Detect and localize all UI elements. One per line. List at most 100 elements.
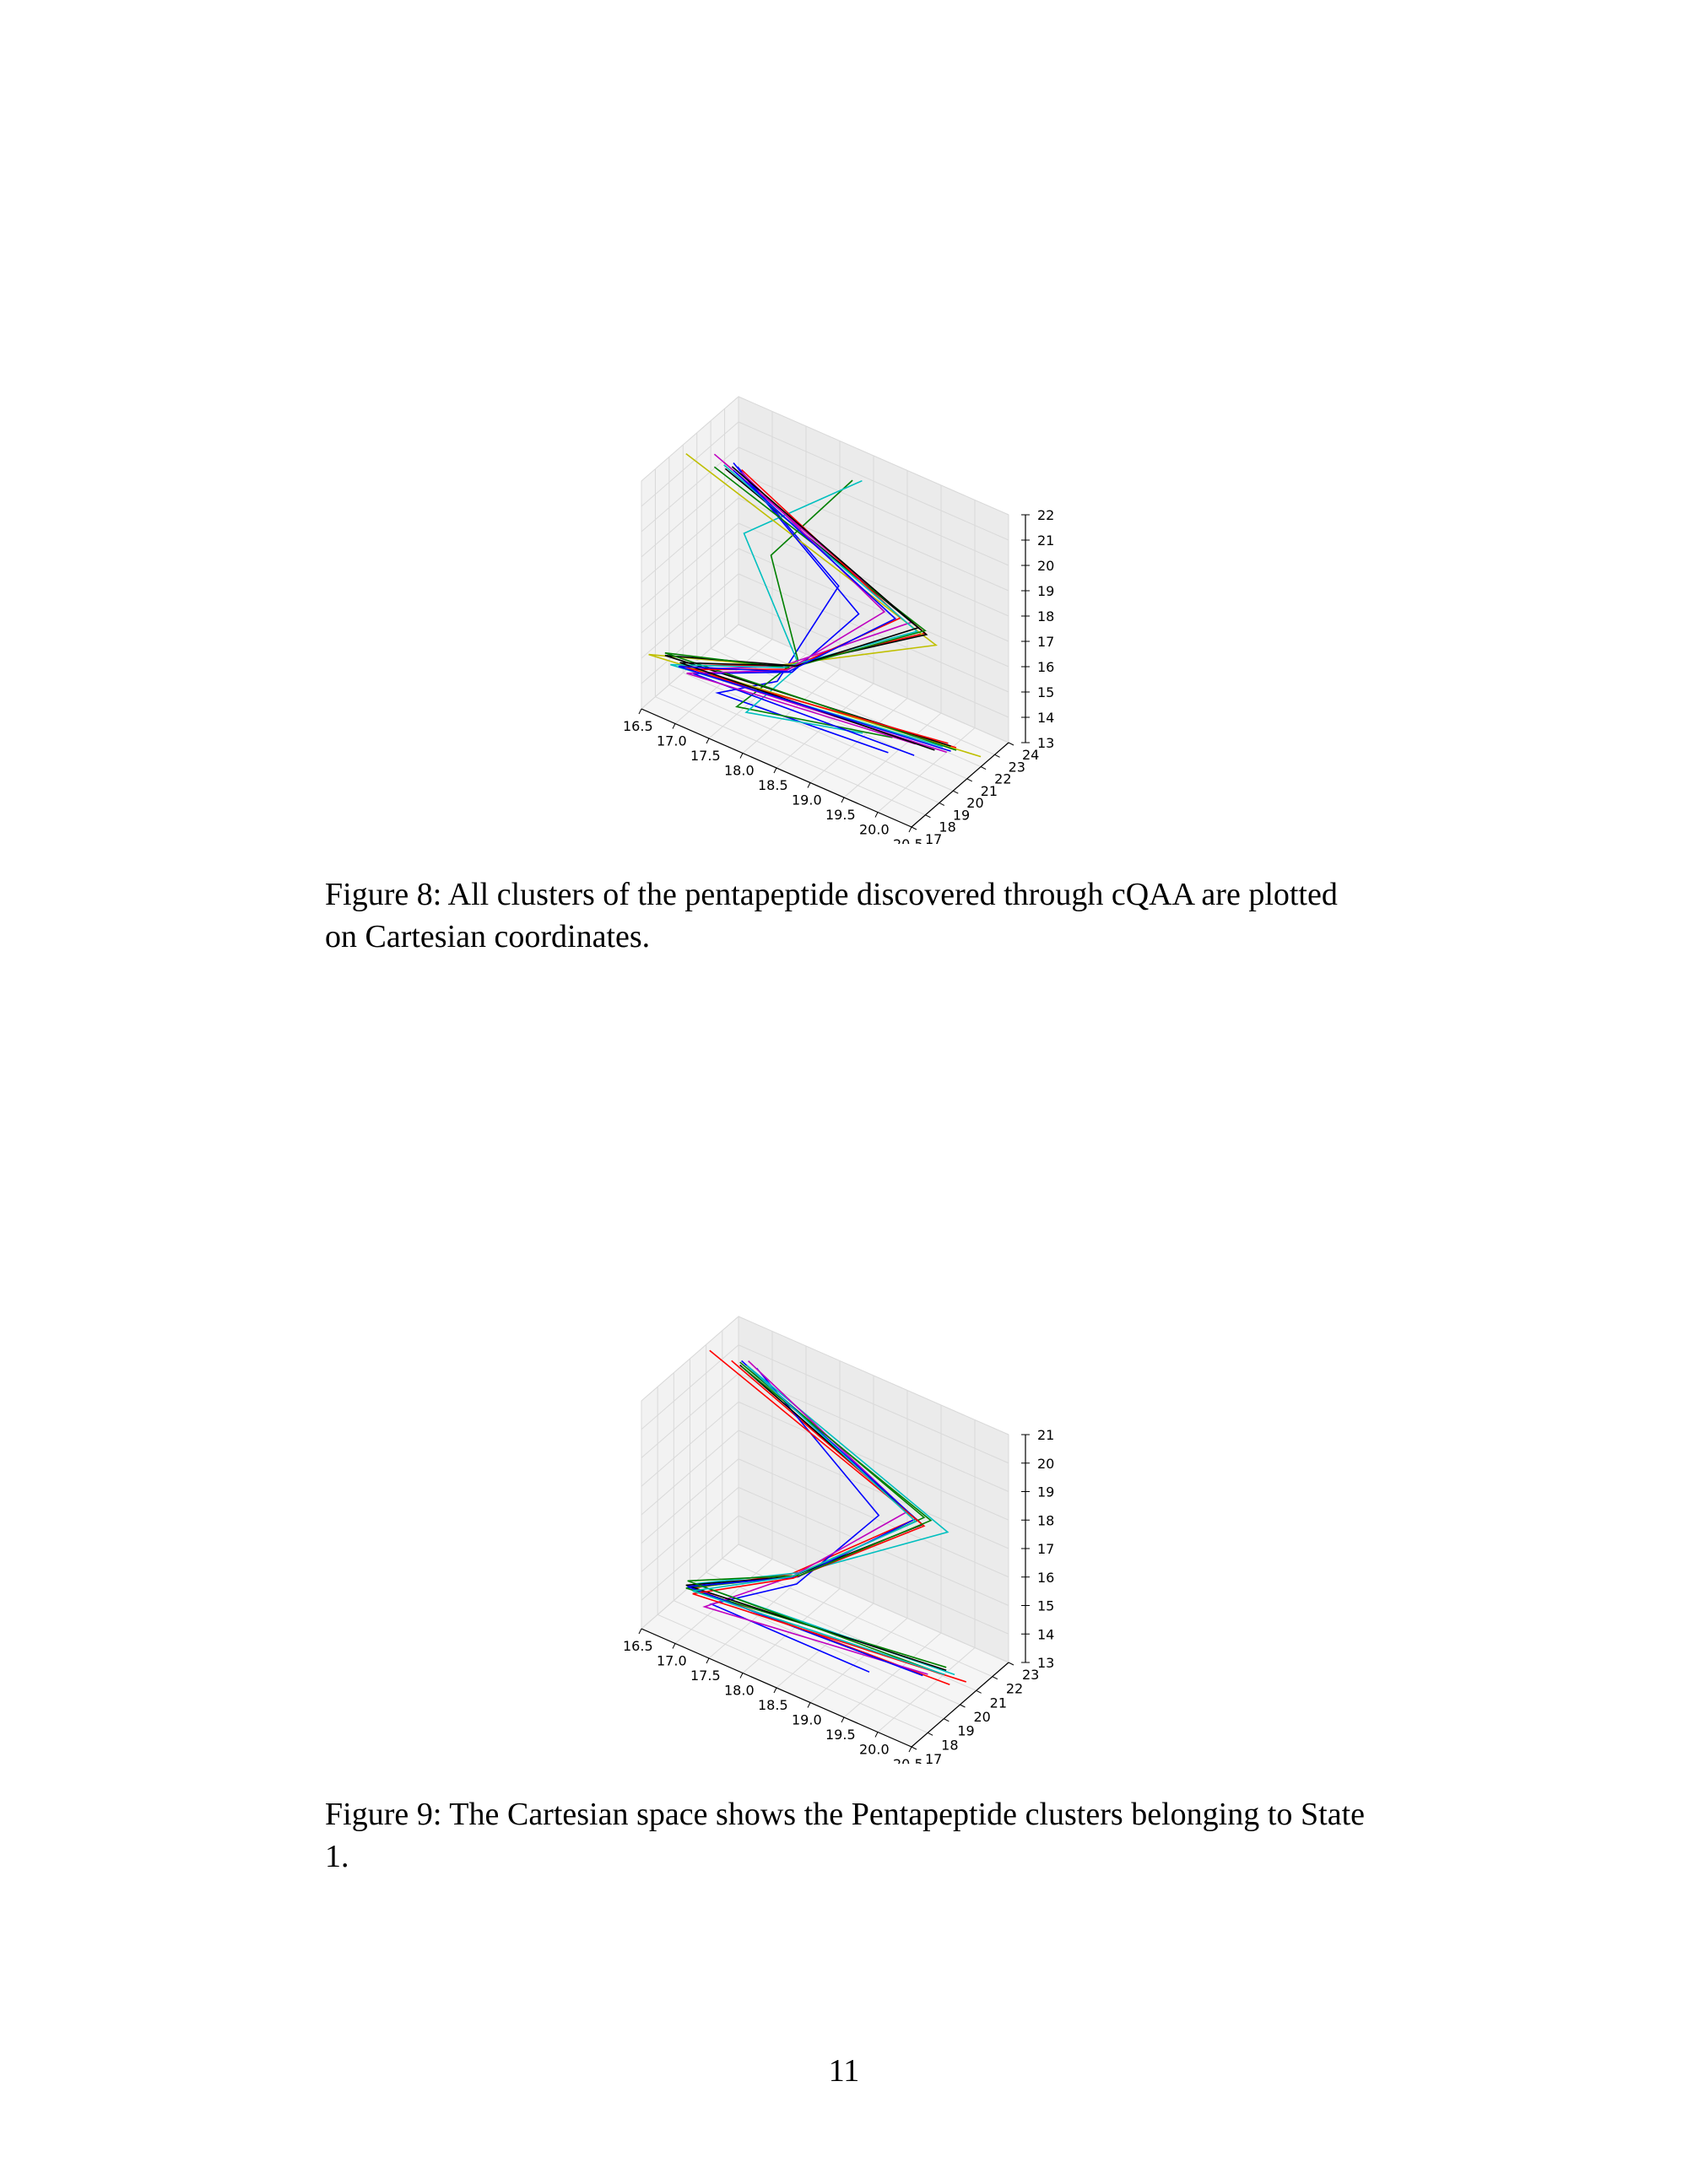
z-tick-label: 14 — [1037, 710, 1054, 726]
x-tick-label: 17.5 — [690, 1668, 721, 1684]
x-tick: 20.0 — [859, 812, 890, 838]
y-tick: 23 — [994, 754, 1025, 775]
y-axis-line — [911, 742, 1009, 828]
grid-line — [641, 1344, 739, 1430]
z-tick: 20 — [1021, 558, 1054, 574]
grid-line — [641, 573, 739, 659]
grid-line — [641, 396, 739, 482]
series-line-9 — [687, 1365, 940, 1674]
z-tick-label: 15 — [1037, 1598, 1054, 1614]
figure-8-caption: Figure 8: All clusters of the pentapepti… — [325, 877, 1338, 954]
grid-line — [641, 421, 739, 507]
grid-line — [843, 712, 942, 798]
grid-line — [641, 1401, 739, 1487]
grid-line — [738, 1543, 1009, 1663]
x-tick-label: 19.0 — [792, 1712, 822, 1728]
x-tick-label: 18.5 — [758, 1697, 788, 1713]
z-tick-label: 18 — [1037, 1512, 1054, 1528]
grid-line — [738, 472, 1009, 592]
z-tick-label: 19 — [1037, 1484, 1054, 1500]
grid-line — [641, 522, 739, 608]
y-tick-label: 18 — [941, 1737, 958, 1753]
y-tick: 20 — [953, 790, 984, 811]
z-tick: 17 — [1021, 634, 1054, 650]
x-tick: 16.5 — [623, 708, 653, 734]
grid-line — [690, 1586, 960, 1706]
y-tick: 21 — [976, 1689, 1007, 1711]
x-tick-label: 17.0 — [657, 1653, 687, 1669]
y-tick: 19 — [939, 802, 970, 823]
grid-line — [674, 1600, 944, 1720]
grid-line — [641, 598, 739, 684]
z-tick-label: 21 — [1037, 1427, 1054, 1443]
z-tick-label: 21 — [1037, 532, 1054, 549]
grid-line — [641, 472, 739, 558]
series-line-10 — [692, 1365, 945, 1676]
grid-line — [738, 1515, 1009, 1635]
grid-line — [809, 698, 908, 783]
grid-line — [738, 573, 1009, 693]
x-tick-label: 16.5 — [623, 1638, 653, 1654]
z-tick-label: 15 — [1037, 684, 1054, 700]
z-tick: 21 — [1021, 1427, 1054, 1443]
z-tick: 20 — [1021, 1456, 1054, 1472]
x-tick: 20.5 — [893, 826, 923, 844]
x-tick-label: 18.0 — [724, 763, 755, 779]
y-tick: 24 — [1008, 742, 1039, 763]
y-tick-label: 19 — [957, 1723, 974, 1739]
z-tick-label: 17 — [1037, 1541, 1054, 1557]
series-line-14 — [678, 469, 951, 752]
x-tick-label: 20.5 — [893, 836, 923, 844]
x-tick: 18.5 — [758, 1687, 788, 1713]
y-tick-label: 21 — [981, 783, 998, 799]
x-tick-label: 16.5 — [623, 718, 653, 734]
x-tick: 17.0 — [657, 723, 687, 749]
series-line-8 — [692, 1349, 967, 1683]
z-tick-label: 13 — [1037, 735, 1054, 751]
figure-9-plot: 16.517.017.518.018.519.019.520.020.51718… — [591, 1291, 1148, 1764]
x-tick-label: 17.0 — [657, 733, 687, 749]
grid-line — [683, 672, 954, 792]
x-tick: 19.0 — [792, 1702, 822, 1728]
x-tick: 19.0 — [792, 782, 822, 808]
grid-line — [668, 684, 940, 803]
z-tick: 18 — [1021, 608, 1054, 624]
grid-line — [738, 1373, 1009, 1492]
y-tick: 23 — [1008, 1662, 1039, 1683]
grid-line — [738, 1458, 1009, 1578]
y-tick-label: 19 — [953, 807, 970, 823]
grid-line — [738, 624, 1009, 743]
y-tick-label: 21 — [990, 1695, 1007, 1711]
grid-line — [738, 1401, 1009, 1521]
grid-line — [641, 1430, 739, 1516]
z-tick-label: 18 — [1037, 608, 1054, 624]
x-tick-label: 20.5 — [893, 1756, 923, 1764]
grid-line — [738, 1344, 1009, 1464]
y-tick-label: 24 — [1022, 747, 1039, 763]
z-tick: 15 — [1021, 1598, 1054, 1614]
y-tick-label: 22 — [1006, 1681, 1023, 1697]
y-tick: 18 — [927, 1732, 959, 1753]
grid-line — [641, 1316, 739, 1402]
grid-line — [641, 1487, 739, 1572]
figure-9-caption: Figure 9: The Cartesian space shows the … — [325, 1797, 1365, 1874]
z-tick-label: 16 — [1037, 659, 1054, 675]
x-tick: 19.5 — [825, 1716, 856, 1743]
y-tick: 17 — [911, 826, 942, 844]
y-tick: 21 — [966, 778, 998, 799]
grid-line — [776, 683, 874, 769]
z-tick: 14 — [1021, 710, 1054, 726]
grid-line — [738, 396, 1009, 516]
z-tick: 15 — [1021, 684, 1054, 700]
figure-8-plot: 16.517.017.518.018.519.019.520.020.51718… — [591, 371, 1148, 844]
x-tick: 20.5 — [893, 1746, 923, 1764]
x-tick: 17.0 — [657, 1643, 687, 1669]
z-tick: 13 — [1021, 1655, 1054, 1671]
grid-line — [742, 668, 841, 754]
x-tick: 18.0 — [724, 753, 755, 779]
grid-line — [641, 497, 739, 583]
x-tick: 19.5 — [825, 797, 856, 823]
z-tick: 19 — [1021, 583, 1054, 599]
x-tick-label: 20.0 — [859, 822, 890, 838]
x-tick-label: 19.5 — [825, 807, 856, 823]
